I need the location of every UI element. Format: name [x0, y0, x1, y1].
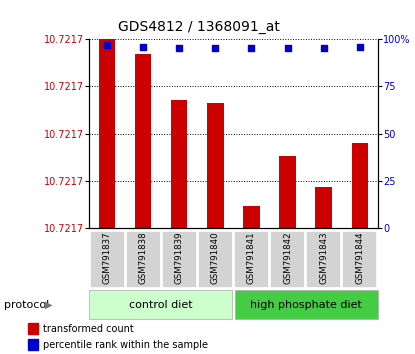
Point — [176, 46, 183, 51]
FancyBboxPatch shape — [306, 231, 341, 288]
Bar — [315, 187, 332, 228]
Text: percentile rank within the sample: percentile rank within the sample — [43, 340, 208, 350]
FancyBboxPatch shape — [234, 231, 269, 288]
Point — [284, 46, 291, 51]
Bar — [171, 99, 188, 228]
Point — [140, 44, 146, 49]
Text: GSM791844: GSM791844 — [355, 232, 364, 285]
Bar — [28, 339, 38, 350]
Bar — [243, 206, 259, 228]
Text: GSM791841: GSM791841 — [247, 232, 256, 285]
FancyBboxPatch shape — [235, 291, 378, 319]
Bar — [208, 103, 224, 228]
Text: GSM791837: GSM791837 — [103, 232, 112, 285]
FancyBboxPatch shape — [90, 231, 124, 288]
Bar — [279, 156, 295, 228]
FancyBboxPatch shape — [126, 231, 161, 288]
FancyBboxPatch shape — [162, 231, 197, 288]
Bar — [28, 324, 38, 334]
Text: GSM791842: GSM791842 — [283, 232, 292, 285]
FancyBboxPatch shape — [198, 231, 233, 288]
Point — [320, 46, 327, 51]
Text: high phosphate diet: high phosphate diet — [250, 300, 362, 310]
Point — [356, 44, 363, 49]
Text: GSM791843: GSM791843 — [319, 232, 328, 285]
Text: GDS4812 / 1368091_at: GDS4812 / 1368091_at — [118, 19, 280, 34]
Text: GSM791840: GSM791840 — [211, 232, 220, 285]
FancyBboxPatch shape — [342, 231, 377, 288]
Bar — [135, 54, 151, 228]
Point — [104, 42, 110, 47]
FancyBboxPatch shape — [89, 291, 232, 319]
Text: GSM791838: GSM791838 — [139, 232, 148, 285]
Bar — [99, 39, 115, 228]
Point — [212, 46, 219, 51]
Text: ▶: ▶ — [45, 300, 52, 310]
FancyBboxPatch shape — [270, 231, 305, 288]
Bar — [352, 143, 368, 228]
Text: protocol: protocol — [4, 300, 49, 310]
Point — [248, 46, 255, 51]
Text: transformed count: transformed count — [43, 324, 134, 334]
Text: control diet: control diet — [129, 300, 193, 310]
Text: GSM791839: GSM791839 — [175, 232, 184, 284]
